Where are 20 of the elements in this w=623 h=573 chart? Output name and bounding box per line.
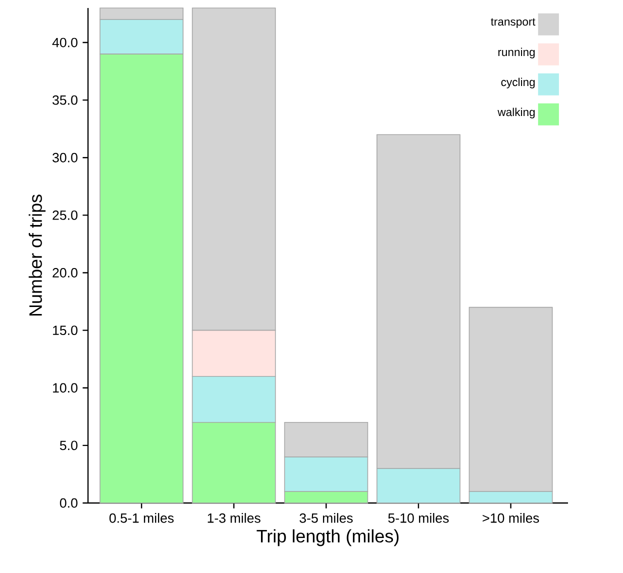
x-tick-label: 5-10 miles <box>388 513 449 523</box>
y-tick-label: 5.0 <box>60 440 78 450</box>
y-tick-label: 40.0 <box>52 38 78 48</box>
y-axis-title: Number of trips <box>28 194 46 316</box>
x-tick-label: 3-5 miles <box>300 513 353 523</box>
y-tick-label: 25.0 <box>52 210 78 220</box>
x-tick-label: >10 miles <box>482 513 539 523</box>
x-tick-label: 0.5-1 miles <box>109 513 174 523</box>
legend-label: cycling <box>501 78 535 88</box>
y-tick-label: 15.0 <box>53 326 78 336</box>
x-tick-label: 1-3 miles <box>208 513 260 523</box>
legend-label: transport <box>490 18 536 28</box>
y-tick-label: 20.0 <box>52 268 78 278</box>
x-axis-title: Trip length (miles) <box>256 529 399 546</box>
y-tick-label: 10.0 <box>53 383 78 393</box>
legend-label: walking <box>498 108 535 118</box>
y-tick-label: 30.0 <box>52 152 78 162</box>
y-tick-label: 35.0 <box>52 95 78 105</box>
legend-label: running <box>498 48 535 58</box>
y-tick-label: 0.0 <box>60 498 78 508</box>
